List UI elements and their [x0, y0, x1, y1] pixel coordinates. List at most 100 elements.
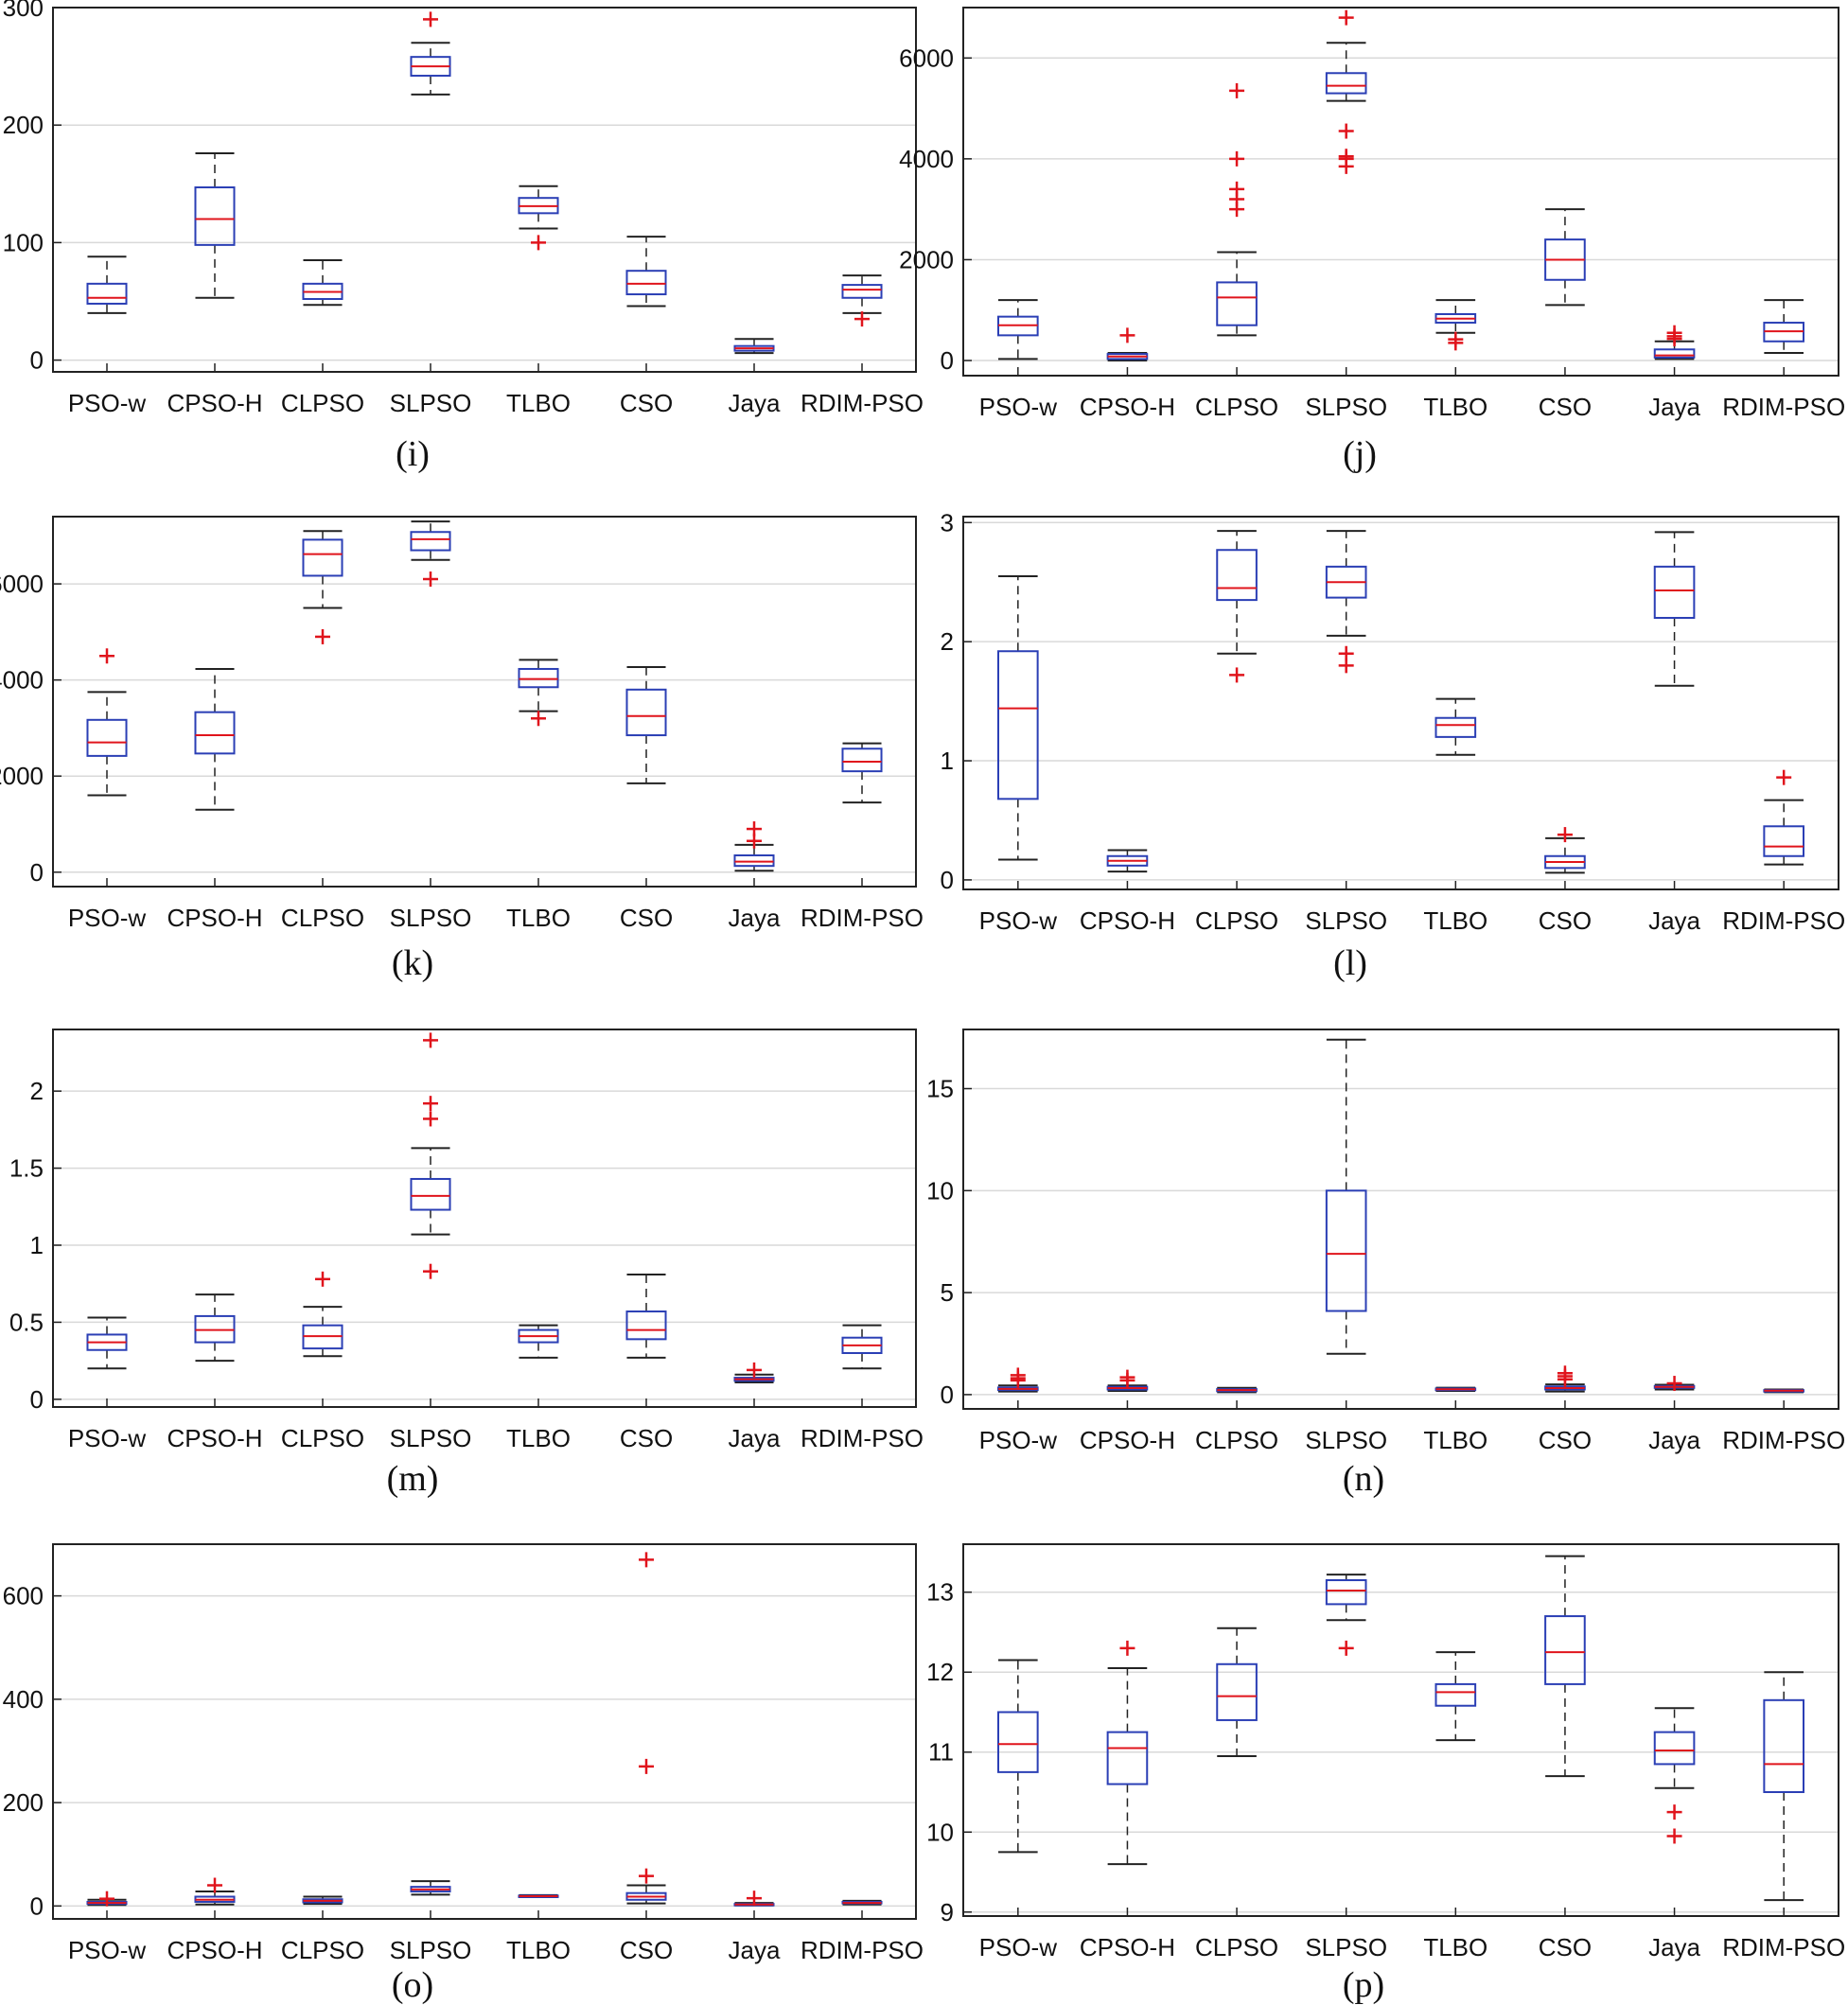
iqr-box [1325, 1189, 1367, 1312]
iqr-box [1544, 1615, 1586, 1685]
box-clpso [1216, 1386, 1258, 1394]
x-tick-label: SLPSO [1305, 1426, 1387, 1454]
iqr-box [86, 718, 128, 757]
box-tlbo [1434, 299, 1477, 351]
outlier-marker [1666, 1828, 1682, 1844]
y-tick-label: 6000 [899, 44, 954, 72]
box-jaya [1653, 1707, 1696, 1844]
x-tick-label: SLPSO [390, 1424, 472, 1452]
x-tick-label: CPSO-H [1080, 1426, 1175, 1454]
x-tick-label: CSO [1539, 393, 1592, 421]
x-tick-label: CSO [620, 1424, 673, 1452]
x-tick-label: SLPSO [1305, 393, 1387, 421]
box-rdim-pso [1763, 1388, 1804, 1394]
box-pso-w [997, 1367, 1039, 1393]
y-tick-label: 12 [926, 1658, 954, 1686]
outlier-marker [1338, 123, 1354, 139]
x-tick-label: CSO [620, 1936, 673, 1964]
outlier-marker [1448, 331, 1464, 347]
x-tick-label: PSO-w [68, 1424, 147, 1452]
y-tick-label: 2000 [899, 245, 954, 273]
chart-panel-3: 0 1 2 3 PSO-w CPSO-H CLPSO SLPSO TLBO CSO Jaya RDIM… [941, 508, 1846, 983]
x-tick-label: CSO [1539, 1426, 1592, 1454]
x-tick-label: TLBO [1423, 393, 1487, 421]
box-jaya [1653, 325, 1696, 361]
outlier-marker [747, 1891, 762, 1907]
x-tick-label: RDIM-PSO [801, 389, 924, 417]
iqr-box [86, 282, 128, 305]
plot-frame [962, 7, 1839, 377]
outlier-marker [1119, 327, 1135, 343]
y-tick-label: 2 [30, 1077, 44, 1105]
box-cso [625, 665, 667, 784]
x-tick-label: CPSO-H [1080, 1933, 1175, 1961]
x-tick-label: PSO-w [68, 904, 147, 932]
y-tick-label: 4000 [0, 666, 44, 695]
y-tick-label: 0 [30, 1891, 44, 1920]
box-cpso-h [194, 1877, 236, 1906]
outlier-marker [854, 311, 870, 327]
iqr-box [625, 1310, 667, 1341]
box-tlbo [1434, 1651, 1477, 1742]
y-tick-label: 3 [941, 508, 954, 536]
panel-caption: (j) [1343, 434, 1377, 474]
x-tick-label: CPSO-H [1080, 906, 1175, 935]
iqr-box [518, 667, 559, 689]
outlier-marker [423, 572, 438, 588]
x-tick-label: PSO-w [979, 1933, 1058, 1961]
y-tick-label: 200 [3, 111, 44, 139]
x-tick-label: Jaya [1648, 1426, 1700, 1454]
x-tick-label: RDIM-PSO [1722, 1426, 1845, 1454]
y-tick-label: 200 [3, 1788, 44, 1817]
x-tick-label: SLPSO [390, 1936, 472, 1964]
x-tick-label: TLBO [506, 1424, 571, 1452]
box-slpso [410, 520, 451, 588]
y-tick-label: 6000 [0, 570, 44, 598]
outlier-marker [423, 1111, 438, 1127]
x-tick-label: CPSO-H [167, 1936, 262, 1964]
plot-frame [52, 1543, 917, 1920]
x-tick-label: CLPSO [281, 1424, 364, 1452]
box-pso-w [86, 1891, 128, 1907]
iqr-box [1763, 825, 1804, 857]
panel-caption: (o) [392, 1965, 433, 2005]
outlier-marker [1338, 9, 1354, 26]
x-tick-label: CSO [1539, 1933, 1592, 1961]
iqr-box [1216, 281, 1258, 326]
box-cpso-h [1106, 327, 1149, 362]
y-tick-label: 0 [30, 1385, 44, 1414]
box-cso [625, 1273, 667, 1359]
outlier-marker [423, 1096, 438, 1112]
outlier-marker [1338, 149, 1354, 165]
box-slpso [410, 11, 451, 96]
box-rdim-pso [1763, 1671, 1804, 1902]
box-cpso-h [194, 667, 236, 811]
box-clpso [1216, 1627, 1258, 1757]
iqr-box [625, 688, 667, 737]
x-tick-label: RDIM-PSO [1722, 1933, 1845, 1961]
y-tick-label: 2000 [0, 762, 44, 790]
y-tick-label: 400 [3, 1685, 44, 1714]
y-tick-label: 9 [941, 1898, 954, 1926]
box-slpso [1325, 530, 1367, 674]
x-tick-label: PSO-w [979, 1426, 1058, 1454]
outlier-marker [423, 1263, 438, 1279]
outlier-marker [1666, 1376, 1682, 1392]
x-tick-label: Jaya [1648, 906, 1700, 935]
outlier-marker [1666, 1804, 1682, 1820]
iqr-box [841, 284, 883, 299]
outlier-marker [315, 1271, 330, 1287]
outlier-marker [423, 1032, 438, 1048]
y-tick-label: 5 [941, 1278, 954, 1307]
box-pso-w [997, 574, 1039, 861]
x-tick-label: CLPSO [1195, 906, 1278, 935]
box-cpso-h [194, 152, 236, 299]
panel-caption: (k) [392, 943, 433, 983]
outlier-marker [1338, 1640, 1354, 1656]
x-tick-label: Jaya [729, 904, 781, 932]
y-tick-label: 11 [928, 1738, 954, 1767]
box-jaya [733, 338, 775, 355]
outlier-marker [531, 711, 546, 727]
y-tick-label: 0.5 [9, 1308, 44, 1336]
